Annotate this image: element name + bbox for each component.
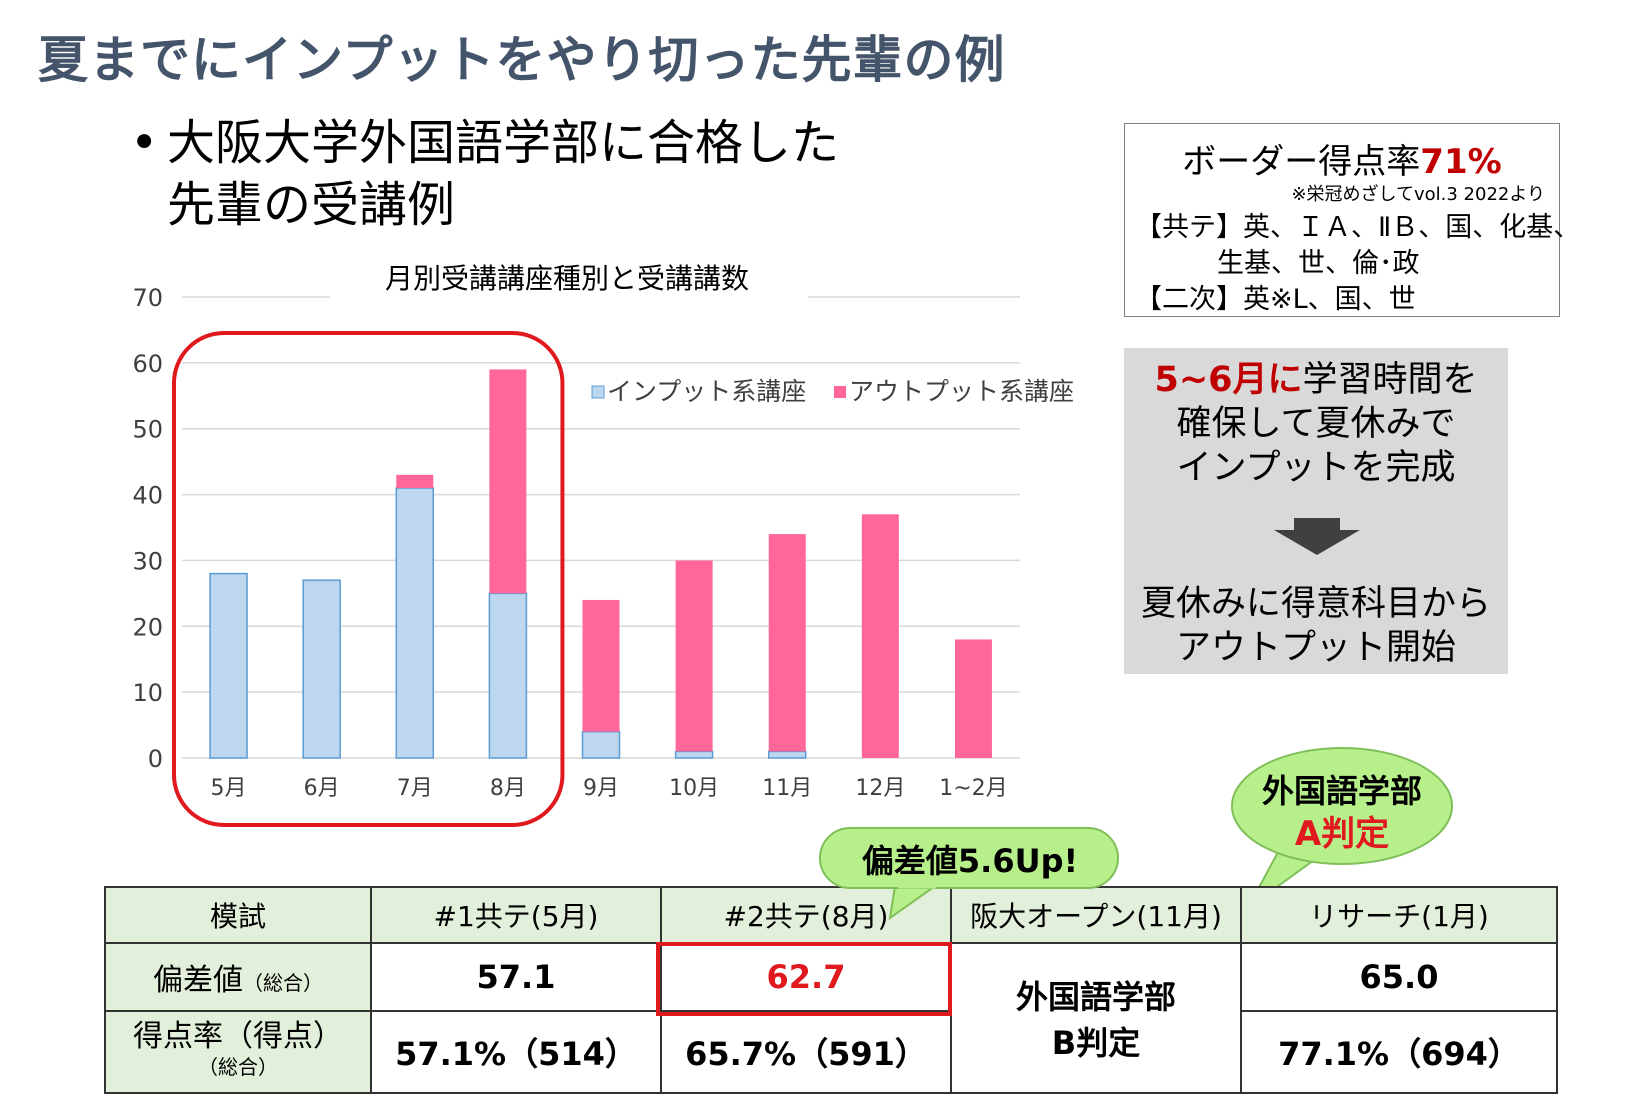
highlight-frame <box>656 942 952 1016</box>
subjects-line-1: 【共テ】英、ＩＡ、ⅡＢ、国、化基、 <box>1135 212 1581 243</box>
score-value-3: 77.1%（694） <box>1240 1010 1558 1094</box>
advice-line-1: 5~6月に学習時間を <box>1124 358 1508 402</box>
bar-output <box>675 560 713 752</box>
advice-line-1-highlight: 5~6月に <box>1154 360 1303 400</box>
chart-title: 月別受講講座種別と受講講数 <box>385 262 749 295</box>
monthly-course-chart: 0 10 20 30 40 50 60 70 月別受講講座種別と受講講数 5月 6月 7月 8月 9月 10… <box>132 262 1074 827</box>
y-tick-label: 50 <box>132 416 163 444</box>
table-header-row: 模試 #1共テ(5月) #2共テ(8月) 阪大オープン(11月) リサーチ(1月… <box>104 886 1558 944</box>
down-arrow-icon <box>1274 518 1360 555</box>
y-tick-label: 20 <box>132 613 163 641</box>
x-tick-label: 5月 <box>211 776 247 801</box>
mock-exam-results-table: 模試 #1共テ(5月) #2共テ(8月) 阪大オープン(11月) リサーチ(1月… <box>104 886 1558 1094</box>
advice-line-3: インプットを完成 <box>1176 448 1456 488</box>
deviation-value-2: 62.7 <box>660 942 952 1012</box>
grade-a-line-1: 外国語学部 <box>1261 772 1422 810</box>
y-tick-label: 60 <box>132 350 163 378</box>
bar-input <box>302 579 341 759</box>
table-header-cell: 阪大オープン(11月) <box>950 886 1242 944</box>
bar-input <box>767 750 807 759</box>
deviation-value-3: 65.0 <box>1240 942 1558 1012</box>
border-rate-box: ボーダー得点率71% ※栄冠めざしてvol.3 2022より 【共テ】英、ＩＡ、… <box>1124 123 1580 317</box>
table-row: 得点率（得点） （総合） 57.1%（514） 65.7%（591） 77.1%… <box>104 1010 1558 1094</box>
score-label-small: （総合） <box>198 1055 278 1079</box>
score-value-1: 57.1%（514） <box>370 1010 662 1094</box>
open-judgement-cell: 外国語学部 B判定 <box>950 942 1242 1094</box>
x-tick-label: 8月 <box>490 776 526 801</box>
open-judgement-line-1: 外国語学部 <box>1015 978 1176 1016</box>
bullet-line-2: 先輩の受講例 <box>167 177 456 233</box>
border-rate-value: 71% <box>1420 142 1502 182</box>
bar-output <box>954 639 992 758</box>
open-judgement-line-2: B判定 <box>1051 1024 1141 1062</box>
legend-swatch-output <box>834 386 846 398</box>
border-rate-heading: ボーダー得点率71% <box>1125 134 1559 183</box>
legend-label-output: アウトプット系講座 <box>849 377 1074 406</box>
bar-input <box>488 592 528 759</box>
x-tick-label: 12月 <box>855 776 905 801</box>
table-header-cell: #1共テ(5月) <box>370 886 662 944</box>
bar-input <box>395 487 435 759</box>
legend-label-input: インプット系講座 <box>607 377 806 406</box>
slide-title: 夏までにインプットをやり切った先輩の例 <box>38 31 1006 89</box>
table-header-cell: 模試 <box>104 886 372 944</box>
deviation-up-bubble: 偏差値5.6Up! <box>818 826 1122 922</box>
border-rate-label: ボーダー得点率 <box>1182 142 1421 182</box>
advice-line-2: 確保して夏休みで <box>1176 404 1456 444</box>
legend-swatch-input <box>591 385 605 399</box>
deviation-row-label: 偏差値（総合） <box>104 942 372 1012</box>
y-tick-label: 70 <box>132 284 163 312</box>
subjects-line-3: 【二次】英※L、国、世 <box>1135 284 1416 315</box>
y-tick-label: 0 <box>148 745 163 773</box>
bar-output <box>396 474 434 488</box>
border-rate-source: ※栄冠めざしてvol.3 2022より <box>1291 184 1545 205</box>
score-label: 得点率（得点） <box>133 1019 343 1054</box>
score-row-label: 得点率（得点） （総合） <box>104 1010 372 1094</box>
chart-highlight-frame <box>172 331 565 827</box>
y-tick-label: 10 <box>132 679 163 707</box>
deviation-up-text: 偏差値5.6Up! <box>861 842 1079 880</box>
bullet-mark: • <box>130 115 159 171</box>
bar-output <box>582 599 620 732</box>
score-value-2: 65.7%（591） <box>660 1010 952 1094</box>
deviation-value-1: 57.1 <box>370 942 662 1012</box>
bar-output <box>768 534 806 752</box>
y-tick-label: 40 <box>132 482 163 510</box>
advice-line-4: 夏休みに得意科目から <box>1140 584 1491 624</box>
advice-box: 5~6月に学習時間を 確保して夏休みで インプットを完成 夏休みに得意科目から … <box>1124 348 1508 674</box>
subjects-line-2: 生基、世、倫･政 <box>1217 248 1420 279</box>
deviation-label-small: （総合） <box>243 971 323 995</box>
bar-output <box>861 514 899 758</box>
table-header-cell: リサーチ(1月) <box>1240 886 1558 944</box>
bullet-line-1: 大阪大学外国語学部に合格した <box>167 115 840 171</box>
deviation-up-bubble-shape <box>819 827 1119 921</box>
x-tick-label: 10月 <box>669 776 719 801</box>
bar-input <box>209 572 248 759</box>
table-row: 偏差値（総合） 57.1 62.7 外国語学部 B判定 65.0 <box>104 942 1558 1094</box>
bar-input <box>581 730 621 759</box>
x-tick-label: 6月 <box>304 776 340 801</box>
bar-output <box>489 369 527 594</box>
x-tick-label: 7月 <box>397 776 433 801</box>
advice-line-1-rest: 学習時間を <box>1302 360 1478 400</box>
x-tick-label: 1~2月 <box>939 776 1007 801</box>
y-tick-label: 30 <box>132 547 163 575</box>
x-tick-label: 9月 <box>583 776 619 801</box>
grade-a-line-2: A判定 <box>1294 814 1390 854</box>
deviation-label: 偏差値 <box>153 963 243 998</box>
bar-input <box>674 750 714 759</box>
x-tick-label: 11月 <box>762 776 812 801</box>
advice-line-5: アウトプット開始 <box>1175 628 1456 668</box>
